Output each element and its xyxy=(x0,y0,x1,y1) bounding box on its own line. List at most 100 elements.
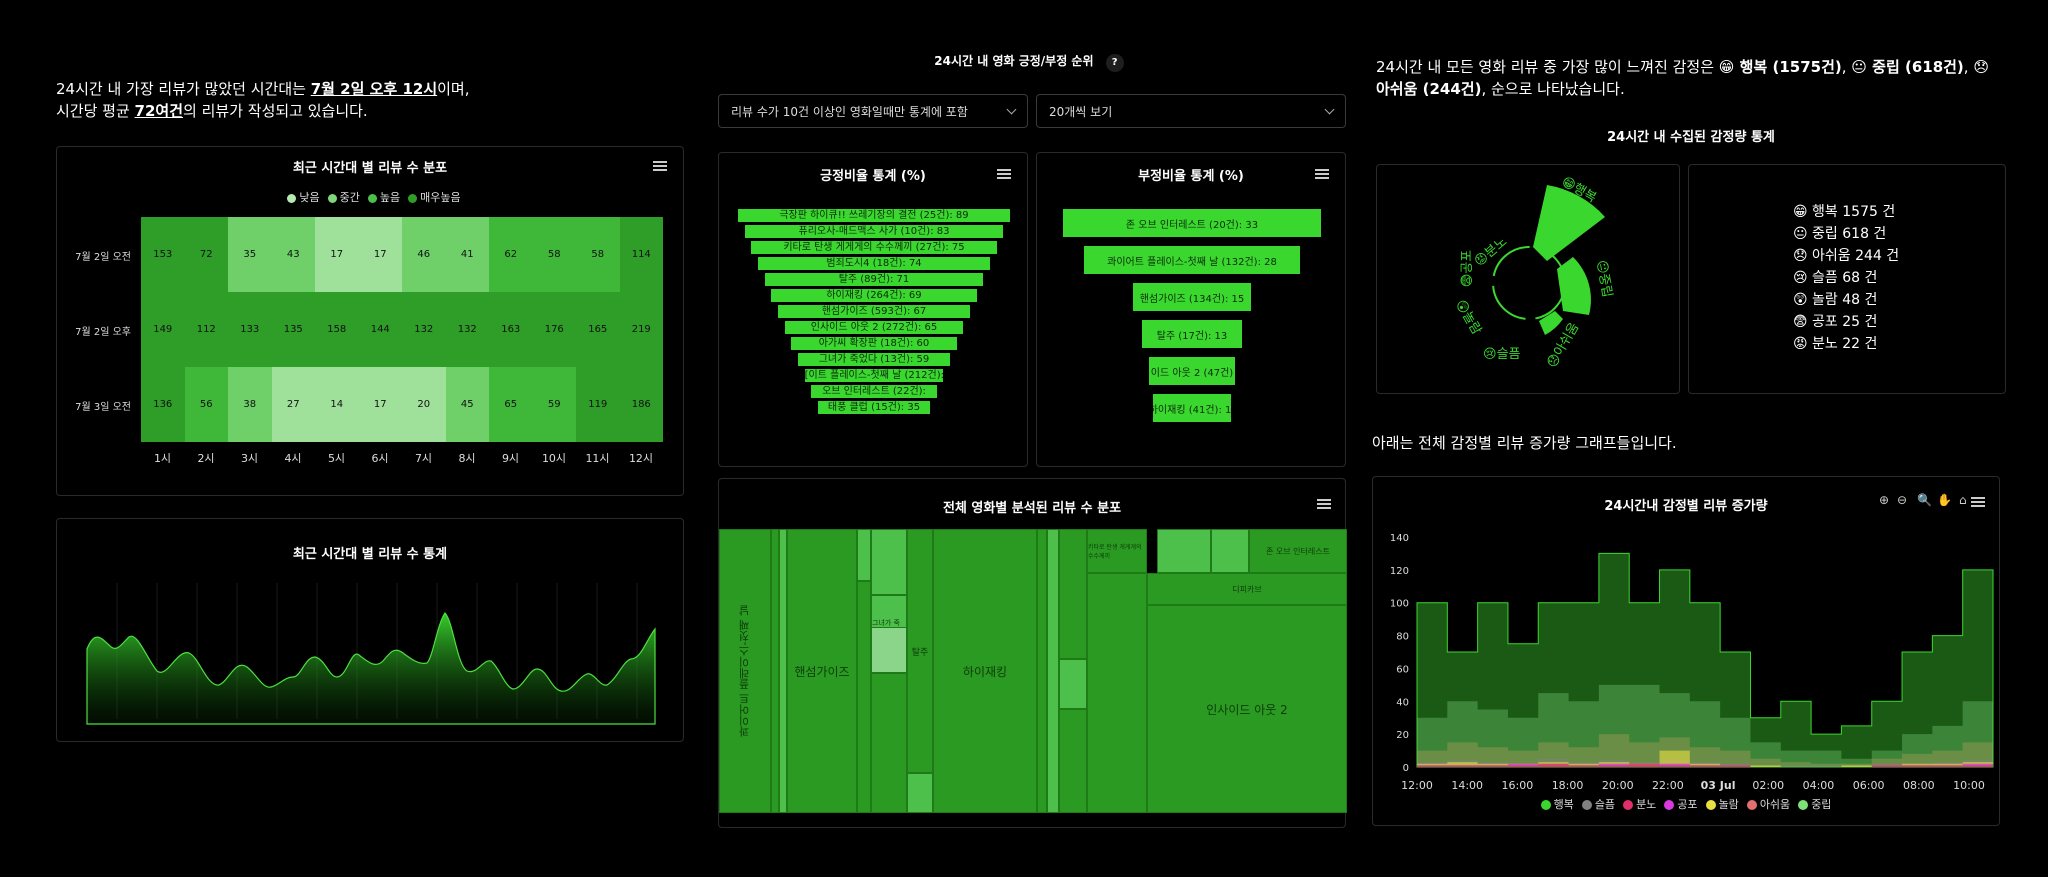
treemap-tile[interactable]: 하이재킹 xyxy=(933,529,1037,813)
series-4[interactable] xyxy=(1417,750,1993,767)
legend-item[interactable]: 놀람 xyxy=(1705,796,1739,812)
treemap-tile[interactable]: 핸섬가이즈 xyxy=(787,529,857,813)
treemap-tile[interactable] xyxy=(1059,529,1087,659)
heatmap-cell[interactable]: 14 xyxy=(315,367,359,442)
negative-bar[interactable]: 탈주 (17건): 13 xyxy=(1142,320,1242,348)
treemap-tile[interactable]: 인사이드 아웃 2 xyxy=(1147,605,1347,813)
treemap-tile[interactable] xyxy=(1059,709,1087,813)
menu-icon[interactable] xyxy=(997,169,1011,179)
menu-icon[interactable] xyxy=(1317,499,1331,509)
pan-icon[interactable]: ✋ xyxy=(1937,493,1952,507)
heatmap-cell[interactable]: 158 xyxy=(315,292,359,367)
legend-label[interactable]: 낮음 xyxy=(299,191,320,204)
heatmap-cell[interactable]: 35 xyxy=(228,217,272,292)
search-icon[interactable]: 🔍 xyxy=(1917,493,1932,507)
heatmap-cell[interactable]: 219 xyxy=(619,292,663,367)
series-0[interactable] xyxy=(1416,552,1994,768)
treemap-tile[interactable] xyxy=(1047,529,1059,813)
legend-item[interactable]: 공포 xyxy=(1664,796,1698,812)
positive-bar[interactable]: 퓨리오사-매드맥스 사가 (10건): 83 xyxy=(744,225,1004,238)
zoom-in-icon[interactable]: ⊕ xyxy=(1879,493,1890,507)
heatmap-cell[interactable]: 20 xyxy=(402,367,446,442)
heatmap-cell[interactable]: 38 xyxy=(228,367,272,442)
treemap-tile[interactable] xyxy=(1087,573,1147,813)
legend-label[interactable]: 중간 xyxy=(339,191,360,204)
heatmap-cell[interactable]: 119 xyxy=(576,367,620,442)
legend-dot[interactable] xyxy=(327,193,337,203)
legend-item[interactable]: 분노 xyxy=(1623,796,1656,812)
positive-bar[interactable]: 태풍 클럽 (15건): 35 xyxy=(818,401,930,414)
heatmap-cell[interactable]: 186 xyxy=(619,367,663,442)
legend-item[interactable]: 중립 xyxy=(1798,796,1831,812)
positive-bar[interactable]: 아가씨 확장판 (18건): 60 xyxy=(791,337,957,350)
heatmap-cell[interactable]: 62 xyxy=(489,217,533,292)
positive-bar[interactable]: 하이재킹 (264건): 69 xyxy=(771,289,977,302)
home-icon[interactable]: ⌂ xyxy=(1959,493,1967,507)
help-icon[interactable]: ? xyxy=(1105,54,1124,72)
min-review-filter[interactable]: 리뷰 수가 10건 이상인 영화일때만 통계에 포함 xyxy=(718,94,1028,128)
negative-bar[interactable]: 핸섬가이즈 (134건): 15 xyxy=(1133,283,1251,311)
heatmap-cell[interactable]: 136 xyxy=(141,367,185,442)
heatmap-cell[interactable]: 17 xyxy=(358,367,402,442)
treemap-tile[interactable]: 존 오브 인터레스트 xyxy=(1249,529,1347,573)
menu-icon[interactable] xyxy=(1971,497,1985,507)
treemap-tile[interactable] xyxy=(1059,659,1087,709)
positive-bar[interactable]: 핸섬가이즈 (593건): 67 xyxy=(778,305,970,318)
positive-bar[interactable]: 인사이드 아웃 2 (272건): 65 xyxy=(784,321,964,334)
negative-bar[interactable]: 콰이어트 플레이스-첫째 날 (132건): 28 xyxy=(1084,246,1300,274)
page-size-select[interactable]: 20개씩 보기 xyxy=(1036,94,1346,128)
treemap-tile[interactable]: 콰이어트 플레이스-첫째 날 xyxy=(719,529,771,813)
treemap-tile[interactable] xyxy=(907,773,933,813)
treemap-tile[interactable] xyxy=(779,529,787,813)
zoom-out-icon[interactable]: ⊖ xyxy=(1897,493,1908,507)
heatmap-cell[interactable]: 65 xyxy=(489,367,533,442)
treemap-tile[interactable] xyxy=(1211,529,1249,573)
legend-label[interactable]: 매우높음 xyxy=(420,191,461,204)
treemap-tile[interactable] xyxy=(1157,529,1211,573)
positive-bar[interactable]: 그녀가 죽었다 (13건): 59 xyxy=(798,353,950,366)
legend-dot[interactable] xyxy=(408,193,418,203)
positive-bar[interactable]: 탈주 (89건): 71 xyxy=(764,273,984,286)
series-6[interactable] xyxy=(1417,763,1993,767)
menu-icon[interactable] xyxy=(1315,169,1329,179)
positive-bar[interactable]: 키타로 탄생 게게게의 수수께끼 (27건): 75 xyxy=(751,241,997,254)
legend-label[interactable]: 높음 xyxy=(379,191,401,204)
radial-bar-neutral[interactable] xyxy=(1557,257,1591,315)
heatmap-cell[interactable]: 176 xyxy=(532,292,576,367)
treemap-tile[interactable]: 디피카브 xyxy=(1147,573,1347,605)
treemap-tile[interactable] xyxy=(871,627,907,673)
heatmap-cell[interactable]: 46 xyxy=(402,217,446,292)
series-1[interactable] xyxy=(1417,684,1993,767)
legend-item[interactable]: 행복 xyxy=(1540,796,1574,812)
treemap-tile[interactable] xyxy=(857,529,871,581)
heatmap-cell[interactable]: 27 xyxy=(271,367,315,442)
treemap-tile[interactable]: 탈주 xyxy=(907,529,933,773)
legend-item[interactable]: 아쉬움 xyxy=(1746,796,1790,812)
heatmap-cell[interactable]: 112 xyxy=(184,292,228,367)
legend-dot[interactable] xyxy=(367,193,377,203)
heatmap-cell[interactable]: 72 xyxy=(184,217,228,292)
treemap-tile[interactable] xyxy=(871,673,907,813)
heatmap-cell[interactable]: 59 xyxy=(532,367,576,442)
negative-bar[interactable]: 이드 아웃 2 (47건) xyxy=(1149,357,1235,385)
heatmap-cell[interactable]: 58 xyxy=(576,217,620,292)
heatmap-cell[interactable]: 163 xyxy=(489,292,533,367)
heatmap-cell[interactable]: 58 xyxy=(532,217,576,292)
heatmap-cell[interactable]: 56 xyxy=(184,367,228,442)
heatmap-cell[interactable]: 149 xyxy=(141,292,185,367)
heatmap-cell[interactable]: 153 xyxy=(141,217,185,292)
heatmap-cell[interactable]: 132 xyxy=(445,292,489,367)
heatmap-cell[interactable]: 41 xyxy=(445,217,489,292)
menu-icon[interactable] xyxy=(653,161,667,171)
negative-bar[interactable]: 존 오브 인터레스트 (20건): 33 xyxy=(1063,209,1321,237)
positive-bar[interactable]: [이트 플레이스-첫째 날 (212건): xyxy=(804,369,944,382)
heatmap-cell[interactable]: 135 xyxy=(271,292,315,367)
heatmap-cell[interactable]: 45 xyxy=(445,367,489,442)
treemap-tile[interactable] xyxy=(857,581,871,813)
heatmap-cell[interactable]: 165 xyxy=(576,292,620,367)
radial-bar-disappoint[interactable] xyxy=(1539,311,1563,335)
treemap-tile[interactable] xyxy=(1037,529,1047,813)
positive-bar[interactable]: 오브 인터레스트 (22건): xyxy=(811,385,937,398)
positive-bar[interactable]: 극장판 하이큐!! 쓰레기장의 결전 (25건): 89 xyxy=(738,209,1010,222)
heatmap-cell[interactable]: 43 xyxy=(271,217,315,292)
